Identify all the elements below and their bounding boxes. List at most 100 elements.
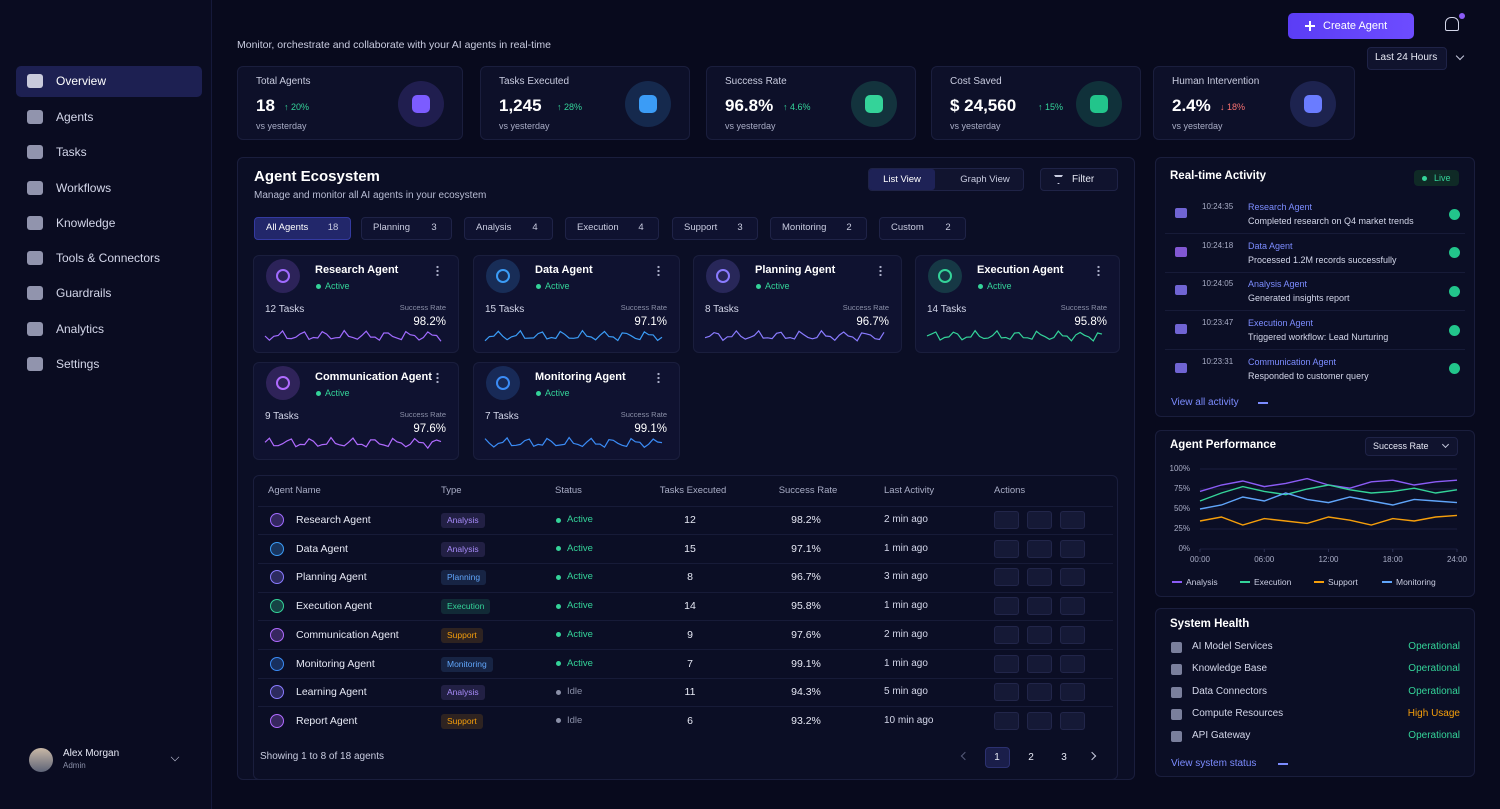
action-more[interactable] (1060, 654, 1085, 673)
performance-line (1199, 492, 1458, 510)
action-edit[interactable] (1027, 597, 1052, 616)
tab-count: 3 (431, 222, 437, 233)
list-view-active[interactable] (869, 169, 935, 190)
action-more[interactable] (1060, 539, 1085, 558)
card-menu[interactable] (879, 265, 882, 276)
filter-tab[interactable] (672, 217, 758, 240)
nav-item[interactable]: Tools & Connectors (56, 251, 161, 265)
activity-time: 10:23:47 (1202, 318, 1234, 328)
filter-tab[interactable] (879, 217, 966, 240)
nav-item[interactable]: Knowledge (56, 216, 116, 230)
page-number[interactable]: 2 (1028, 752, 1034, 763)
nav-item[interactable]: Analytics (56, 322, 105, 336)
agent-tasks: 12 Tasks (265, 304, 305, 315)
agent-rate: 96.7% (856, 316, 889, 328)
filter-tab[interactable] (565, 217, 659, 240)
action-edit[interactable] (1027, 539, 1052, 558)
x-tick-label: 12:00 (1318, 555, 1339, 564)
action-edit[interactable] (1027, 511, 1052, 529)
row-tasks: 8 (687, 571, 693, 584)
activity-panel (1155, 157, 1475, 417)
health-name: API Gateway (1192, 730, 1251, 742)
action-chart[interactable] (994, 597, 1019, 616)
action-chart[interactable] (994, 625, 1019, 644)
activity-text: Generated insights report (1248, 293, 1350, 304)
health-status: Operational (1408, 730, 1460, 742)
agents-table (253, 475, 1118, 780)
filter-tab[interactable] (361, 217, 452, 240)
y-tick-label: 75% (1173, 484, 1190, 493)
filter-tab[interactable] (254, 217, 351, 240)
row-last-activity: 2 min ago (884, 628, 928, 640)
stat-value: 2.4% (1172, 96, 1211, 115)
x-tick-label: 00:00 (1189, 555, 1211, 564)
agent-name: Execution Agent (977, 264, 1064, 276)
filter-button[interactable] (1040, 168, 1118, 191)
activity-title: Real-time Activity (1170, 170, 1267, 182)
health-link[interactable]: View system status (1171, 758, 1257, 769)
card-menu[interactable] (657, 265, 660, 276)
action-chart[interactable] (994, 654, 1019, 673)
action-more[interactable] (1060, 711, 1085, 730)
legend-label: Analysis (1186, 577, 1218, 587)
card-menu[interactable] (1097, 265, 1100, 276)
row-status: Active (567, 571, 593, 583)
action-edit[interactable] (1027, 625, 1052, 644)
filter-tab[interactable] (464, 217, 553, 240)
agent-tasks: 9 Tasks (265, 411, 299, 422)
agent-rate: 97.1% (634, 316, 667, 328)
nav-item[interactable]: Guardrails (56, 286, 112, 300)
activity-link[interactable]: View all activity (1171, 397, 1239, 408)
nav-item[interactable]: Settings (56, 357, 100, 371)
row-last-activity: 2 min ago (884, 514, 928, 525)
action-edit[interactable] (1027, 568, 1052, 587)
nav-item[interactable]: Agents (56, 110, 94, 124)
action-edit[interactable] (1027, 654, 1052, 673)
y-tick-label: 25% (1173, 524, 1190, 533)
health-icon (1171, 708, 1182, 720)
view-option[interactable]: Graph View (960, 174, 1010, 185)
agent-icon (496, 269, 510, 283)
sparkline (704, 329, 885, 342)
card-menu[interactable] (657, 372, 660, 383)
card-menu[interactable] (436, 265, 439, 276)
action-edit[interactable] (1027, 711, 1052, 730)
filter-tab[interactable] (770, 217, 867, 240)
status-dot (535, 283, 541, 289)
view-option[interactable]: List View (883, 174, 921, 185)
notification-bell[interactable] (1445, 17, 1459, 31)
action-edit[interactable] (1027, 683, 1052, 702)
page-number[interactable]: 3 (1061, 752, 1067, 763)
metric-label: Success Rate (1373, 441, 1429, 451)
table-footer: Showing 1 to 8 of 18 agents (260, 751, 384, 762)
activity-time: 10:24:05 (1202, 279, 1234, 289)
page-number[interactable]: 1 (994, 752, 1000, 763)
column-header: Actions (994, 485, 1026, 496)
action-chart[interactable] (994, 711, 1019, 730)
nav-item[interactable]: Workflows (56, 181, 112, 195)
action-more[interactable] (1060, 625, 1085, 644)
y-tick-label: 0% (1178, 544, 1190, 553)
card-menu[interactable] (436, 372, 439, 383)
tab-name: Custom (891, 222, 924, 233)
action-more[interactable] (1060, 568, 1085, 587)
activity-agent: Research Agent (1248, 202, 1313, 212)
health-panel (1155, 608, 1475, 777)
nav-item[interactable]: Overview (56, 74, 107, 88)
action-chart[interactable] (994, 511, 1019, 529)
metric-dropdown[interactable] (1365, 437, 1458, 456)
action-chart[interactable] (994, 683, 1019, 702)
legend-label: Execution (1254, 577, 1292, 587)
action-more[interactable] (1060, 597, 1085, 616)
action-chart[interactable] (994, 539, 1019, 558)
time-range-dropdown[interactable] (1367, 47, 1447, 70)
stat-note: vs yesterday (950, 121, 1001, 131)
performance-panel (1155, 430, 1475, 597)
nav-item[interactable]: Tasks (56, 145, 87, 159)
action-more[interactable] (1060, 683, 1085, 702)
status-dot (315, 283, 321, 289)
action-more[interactable] (1060, 511, 1085, 529)
row-status-dot (555, 546, 561, 552)
action-chart[interactable] (994, 568, 1019, 587)
row-divider (258, 706, 1113, 708)
